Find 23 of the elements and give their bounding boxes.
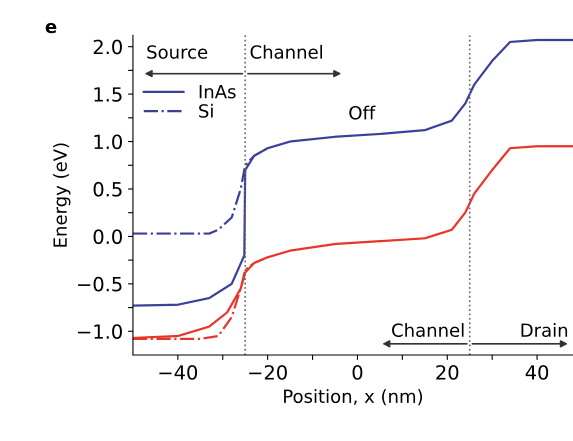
- x-tick-label: 0: [352, 365, 362, 380]
- y-tick-label: 0.0: [94, 229, 122, 244]
- x-tick-label: 40: [526, 365, 548, 380]
- y-tick-label: 2.0: [94, 40, 122, 54]
- annotation: Source: [147, 45, 208, 59]
- x-tick-label: −40: [159, 365, 198, 380]
- y-tick-label: 1.5: [94, 87, 122, 102]
- line-series: [132, 38, 573, 307]
- legend-label: InAs: [200, 85, 236, 98]
- x-tick-label: −20: [249, 365, 287, 380]
- legend-label: Si: [199, 104, 213, 118]
- annotation: Channel: [250, 44, 322, 59]
- y-tick-label: 1.0: [94, 134, 122, 150]
- y-tick-label: 0.5: [94, 182, 122, 197]
- text: e: [46, 22, 56, 34]
- x-tick-label: 20: [436, 365, 458, 380]
- x-axis-title: Position, x (nm): [284, 389, 422, 406]
- annotation: Off: [349, 106, 376, 120]
- y-tick-label: −0.5: [78, 276, 122, 292]
- y-axis-title: Energy (eV): [52, 143, 70, 247]
- y-tick-label: −1.0: [78, 324, 122, 339]
- annotation: Channel: [392, 323, 464, 338]
- annotation: Drain: [522, 323, 568, 338]
